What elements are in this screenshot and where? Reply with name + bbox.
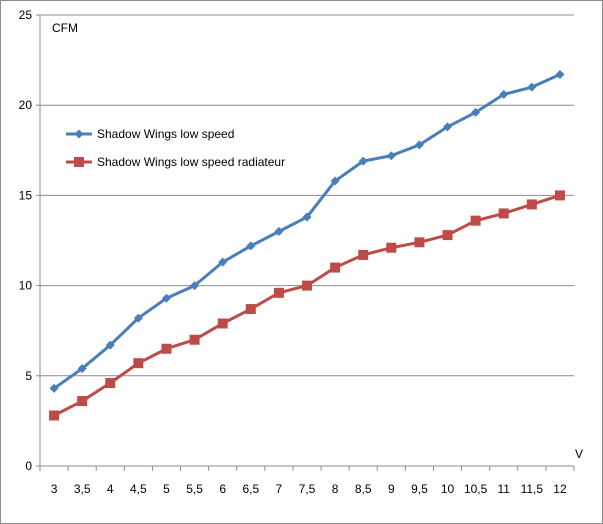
data-point [190,281,200,291]
data-point [554,190,565,201]
x-tick-label: 4 [107,482,114,496]
y-tick-label: 10 [19,279,33,293]
data-point [161,343,172,354]
x-tick-label: 6 [219,482,226,496]
x-axis-label: V [575,447,583,461]
data-point [189,334,200,345]
x-tick-label: 3 [51,482,58,496]
data-point [442,230,453,241]
data-point [133,313,143,323]
series-line [53,193,561,417]
data-point [217,318,228,329]
y-tick-label: 20 [19,98,33,112]
data-point [330,176,340,186]
tick-labels: 0 5 10 15 20 25 3 3,5 4 4,5 5 5,5 6 6,5 7 7,5 8 8,5 9 9,5 10… [19,8,567,496]
data-point [443,122,453,132]
data-point [386,242,397,253]
x-tick-label: 9,5 [411,482,428,496]
x-tick-label: 8 [332,482,339,496]
y-tick-label: 5 [25,369,32,383]
data-point [161,293,171,303]
data-point [358,156,368,166]
data-point [470,215,481,226]
x-tick-label: 10 [441,482,455,496]
axes [36,14,575,471]
data-point [49,410,60,421]
data-point [105,340,115,350]
series-2 [49,190,565,421]
x-tick-label: 11 [498,482,511,496]
data-point [302,212,312,222]
x-tick-label: 5,5 [186,482,203,496]
series-line [53,73,561,390]
legend-item: Shadow Wings low speed [66,127,234,141]
data-point [77,396,88,407]
x-tick-label: 11,5 [521,482,544,496]
data-point [218,257,228,267]
data-point [555,70,565,80]
series-group [49,70,565,421]
data-point [527,82,537,92]
x-tick-label: 3,5 [74,482,91,496]
data-point [499,89,509,99]
y-tick-label: 0 [25,459,32,473]
data-point [358,249,369,260]
x-tick-label: 7 [276,482,283,496]
x-tick-label: 12 [553,482,567,496]
data-point [471,107,481,117]
x-tick-label: 7,5 [299,482,316,496]
x-tick-label: 4,5 [130,482,147,496]
data-point [245,304,256,315]
data-point [273,287,284,298]
data-point [302,280,312,291]
data-point [246,241,256,251]
data-point [49,383,59,393]
legend-item: Shadow Wings low speed radiateur [66,155,285,169]
data-point [274,226,284,236]
x-tick-label: 9 [388,482,395,496]
x-tick-label: 10,5 [464,482,488,496]
data-point [498,208,509,219]
x-tick-label: 8,5 [355,482,372,496]
series-1 [49,70,565,393]
data-point [77,364,87,374]
legend: Shadow Wings low speed Shadow Wings low s… [66,127,285,169]
x-tick-label: 5 [163,482,170,496]
y-axis-label: CFM [52,21,78,35]
y-tick-label: 15 [19,188,33,202]
y-tick-label: 25 [19,8,33,22]
data-point [386,151,396,161]
data-point [105,378,116,389]
data-point [526,199,537,210]
data-point [133,358,144,369]
data-point [414,237,425,248]
legend-label: Shadow Wings low speed radiateur [97,155,285,169]
legend-marker [74,157,84,167]
data-point [330,262,341,273]
grid-lines [40,14,574,377]
legend-marker [74,129,84,139]
x-tick-label: 6,5 [242,482,259,496]
data-point [414,140,424,150]
legend-label: Shadow Wings low speed [97,127,234,141]
